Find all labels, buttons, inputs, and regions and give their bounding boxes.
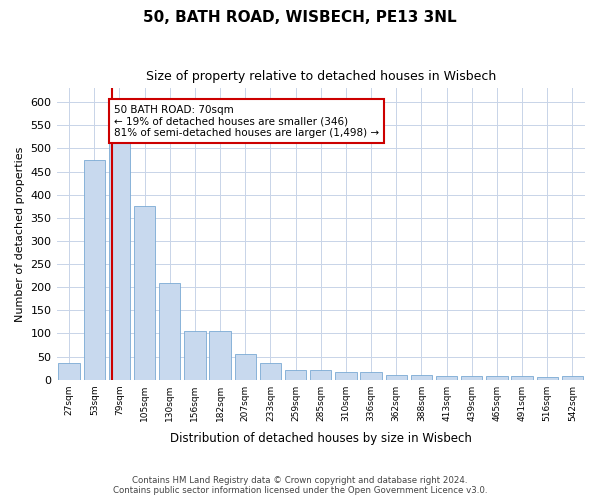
Bar (486, 376, 508, 380)
Bar (109, 134, 130, 380)
Bar (209, 331, 231, 380)
Title: Size of property relative to detached houses in Wisbech: Size of property relative to detached ho… (146, 70, 496, 83)
Bar (285, 370, 307, 380)
Bar (411, 375, 432, 380)
Bar (436, 376, 457, 380)
Bar (310, 370, 331, 380)
Bar (536, 378, 558, 380)
Bar (461, 376, 482, 380)
Bar (562, 376, 583, 380)
Bar (83, 160, 105, 380)
Bar (361, 372, 382, 380)
Y-axis label: Number of detached properties: Number of detached properties (15, 146, 25, 322)
Text: Contains HM Land Registry data © Crown copyright and database right 2024.
Contai: Contains HM Land Registry data © Crown c… (113, 476, 487, 495)
Text: 50 BATH ROAD: 70sqm
← 19% of detached houses are smaller (346)
81% of semi-detac: 50 BATH ROAD: 70sqm ← 19% of detached ho… (114, 104, 379, 138)
Bar (58, 364, 80, 380)
X-axis label: Distribution of detached houses by size in Wisbech: Distribution of detached houses by size … (170, 432, 472, 445)
Bar (184, 331, 206, 380)
Bar (335, 372, 356, 380)
Bar (134, 206, 155, 380)
Bar (260, 364, 281, 380)
Bar (386, 375, 407, 380)
Bar (235, 354, 256, 380)
Text: 50, BATH ROAD, WISBECH, PE13 3NL: 50, BATH ROAD, WISBECH, PE13 3NL (143, 10, 457, 25)
Bar (159, 282, 181, 380)
Bar (511, 376, 533, 380)
